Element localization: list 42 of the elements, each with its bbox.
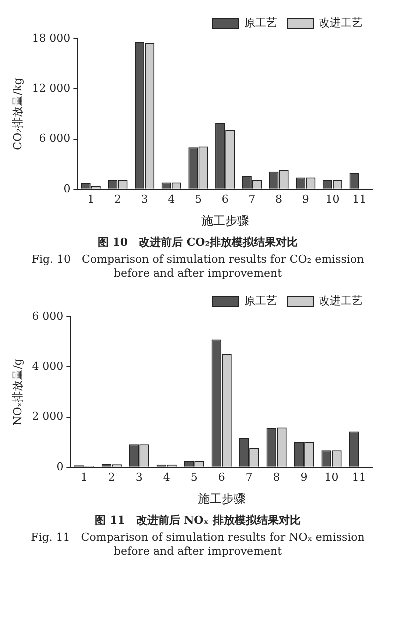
x-tick-label: 10 [326, 192, 340, 206]
caption: Fig. 11 Comparison of simulation results for NOₓ emission before and after improvement [30, 530, 366, 558]
x-tick-label: 9 [300, 470, 308, 484]
y-axis-title: CO₂排放量/kg [11, 78, 24, 150]
y-tick-label: 0 [64, 182, 71, 196]
x-tick-label: 3 [141, 192, 148, 206]
y-tick-label: 6 000 [32, 310, 64, 323]
x-tick-label: 1 [80, 470, 88, 484]
y-tick-label: 0 [56, 460, 64, 474]
x-tick-label: 4 [163, 470, 170, 484]
y-tick-label: 12 000 [32, 82, 71, 95]
legend-label: 改进工艺 [319, 294, 363, 308]
y-axis-title: NOₓ排放量/g [11, 358, 24, 426]
y-tick-label: 4 000 [32, 360, 64, 373]
legend-label: 改进工艺 [319, 16, 363, 30]
caption: Fig. 10 Comparison of simulation results for CO₂ emission before and after improvement [30, 252, 366, 280]
x-tick-label: 10 [324, 470, 339, 484]
caption: 图 11 改进前后 NOₓ 排放模拟结果对比 [94, 513, 302, 528]
y-tick-label: 2 000 [32, 410, 64, 424]
x-tick-label: 2 [114, 192, 122, 206]
x-tick-label: 2 [108, 470, 116, 484]
x-axis-title: 施工步骤 [201, 214, 250, 228]
x-axis-title: 施工步骤 [198, 492, 246, 506]
x-tick-label: 7 [246, 470, 253, 484]
x-tick-label: 8 [276, 192, 283, 206]
x-tick-label: 6 [218, 470, 226, 484]
x-tick-label: 7 [248, 192, 256, 206]
y-tick-label: 18 000 [32, 32, 71, 45]
x-tick-label: 11 [352, 192, 367, 206]
y-tick-label: 6 000 [39, 132, 71, 146]
x-tick-label: 8 [273, 470, 280, 484]
x-tick-label: 4 [168, 192, 176, 206]
x-tick-label: 11 [352, 470, 366, 484]
legend-label: 原工艺 [244, 16, 278, 30]
caption: 图 10 改进前后 CO₂排放模拟结果对比 [96, 235, 300, 250]
legend-label: 原工艺 [244, 294, 278, 308]
x-tick-label: 5 [195, 192, 202, 206]
x-tick-label: 3 [136, 470, 143, 484]
x-tick-label: 6 [222, 192, 229, 206]
x-tick-label: 5 [190, 470, 198, 484]
x-tick-label: 1 [88, 192, 95, 206]
x-tick-label: 9 [302, 192, 310, 206]
